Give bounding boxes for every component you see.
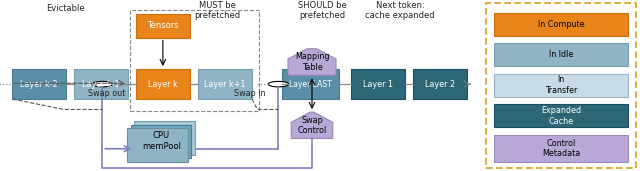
FancyBboxPatch shape	[494, 74, 628, 97]
FancyBboxPatch shape	[127, 128, 188, 162]
FancyBboxPatch shape	[494, 104, 628, 127]
Text: Tensors: Tensors	[147, 21, 179, 30]
FancyBboxPatch shape	[494, 13, 628, 36]
Text: Layer 1: Layer 1	[363, 80, 393, 89]
Circle shape	[268, 81, 289, 87]
Text: In Idle: In Idle	[549, 50, 573, 59]
Text: In
Transfer: In Transfer	[545, 75, 577, 95]
FancyBboxPatch shape	[136, 14, 190, 38]
FancyBboxPatch shape	[494, 43, 628, 66]
Text: Layer LAST: Layer LAST	[289, 80, 332, 89]
FancyBboxPatch shape	[351, 69, 405, 99]
FancyBboxPatch shape	[494, 135, 628, 162]
FancyBboxPatch shape	[282, 69, 339, 99]
FancyBboxPatch shape	[198, 69, 252, 99]
Text: Next token:
cache expanded: Next token: cache expanded	[365, 1, 435, 20]
Text: Expanded
Cache: Expanded Cache	[541, 106, 581, 126]
FancyBboxPatch shape	[413, 69, 467, 99]
Text: Layer k: Layer k	[148, 80, 178, 89]
FancyBboxPatch shape	[131, 125, 191, 158]
Polygon shape	[291, 112, 333, 139]
FancyBboxPatch shape	[136, 69, 190, 99]
Text: Swap out: Swap out	[88, 89, 125, 98]
Text: CPU
memPool: CPU memPool	[142, 131, 180, 151]
FancyBboxPatch shape	[134, 121, 195, 155]
Text: Control
Metadata: Control Metadata	[542, 139, 580, 158]
Circle shape	[92, 81, 113, 87]
Text: MUST be
prefetched: MUST be prefetched	[195, 1, 241, 20]
Text: Layer k+1: Layer k+1	[204, 80, 246, 89]
Text: Swap in: Swap in	[234, 89, 266, 98]
Text: Layer k-2: Layer k-2	[20, 80, 58, 89]
FancyBboxPatch shape	[74, 69, 128, 99]
Text: In Compute: In Compute	[538, 20, 584, 29]
Text: Layer k-1: Layer k-1	[82, 80, 120, 89]
FancyBboxPatch shape	[12, 69, 66, 99]
Text: Evictable: Evictable	[47, 4, 85, 13]
Text: Mapping
Table: Mapping Table	[295, 52, 329, 72]
Text: Swap
Control: Swap Control	[298, 116, 326, 135]
Text: SHOULD be
prefetched: SHOULD be prefetched	[298, 1, 346, 20]
Polygon shape	[288, 49, 336, 75]
Text: Layer 2: Layer 2	[425, 80, 455, 89]
